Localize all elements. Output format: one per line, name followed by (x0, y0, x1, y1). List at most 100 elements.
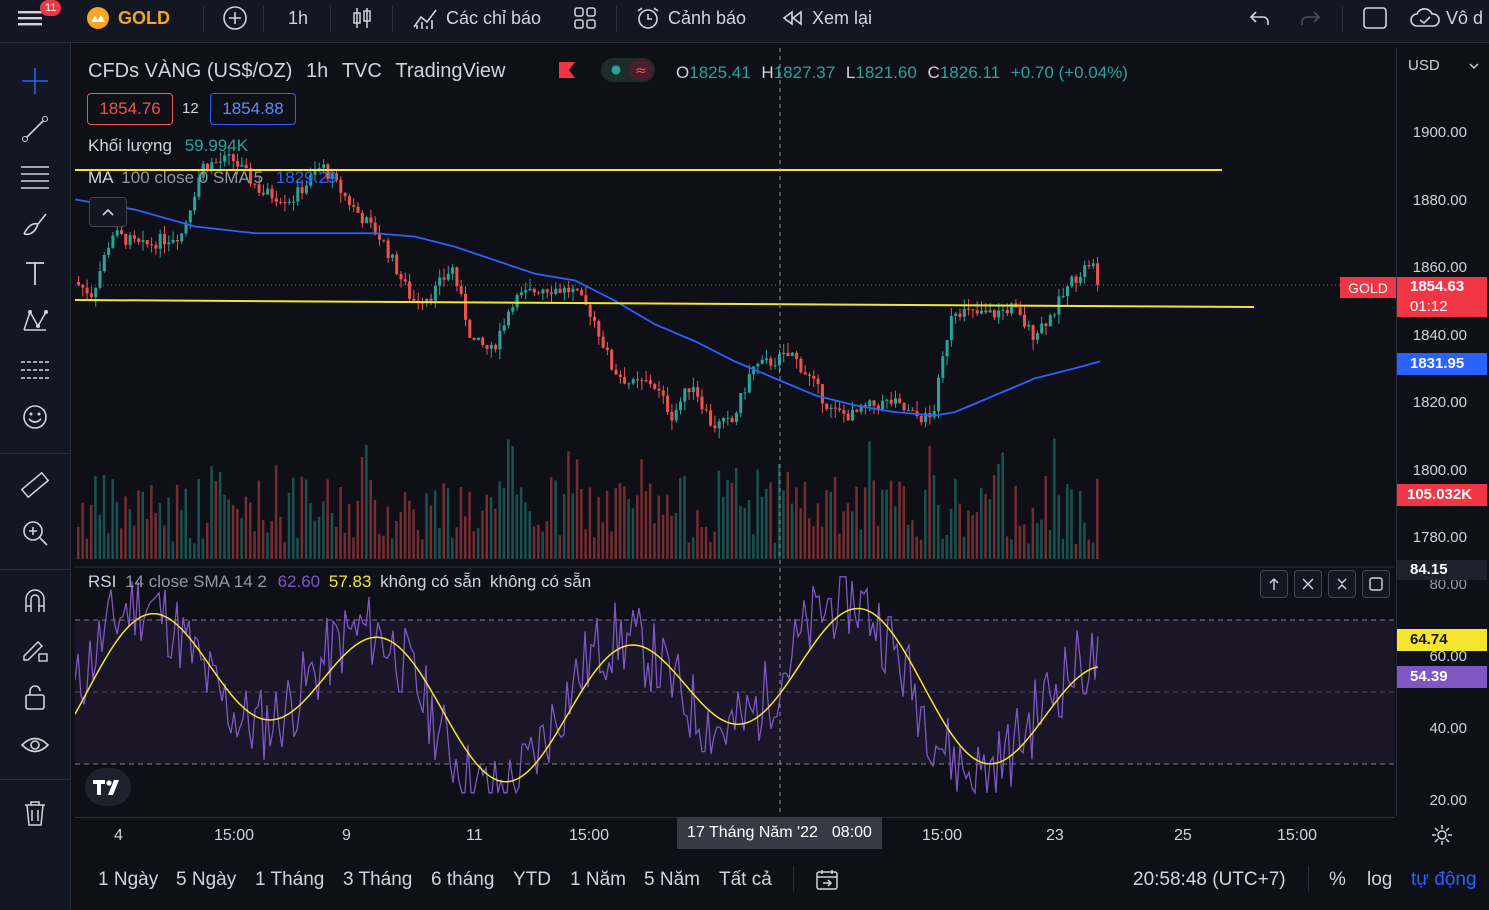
candle-body (335, 173, 338, 180)
volume-bar (326, 479, 329, 559)
range-ytd[interactable]: YTD (513, 869, 551, 890)
candle-body (433, 285, 437, 301)
candle-body (631, 379, 635, 384)
volume-bar (1027, 543, 1030, 559)
compare-button[interactable] (222, 0, 248, 36)
log-toggle[interactable]: log (1367, 869, 1393, 890)
tradingview-logo[interactable] (85, 768, 131, 806)
maximize-pane-button[interactable] (1362, 570, 1390, 598)
layout-button[interactable] (572, 0, 598, 36)
text-tool[interactable] (17, 255, 53, 291)
indicators-button[interactable]: Các chỉ báo (412, 0, 541, 36)
auto-toggle[interactable]: tự động (1411, 869, 1477, 890)
candle-body (812, 375, 816, 379)
range-all[interactable]: Tất cả (719, 869, 772, 890)
ruler-tool[interactable] (17, 467, 53, 503)
volume-bar (657, 495, 660, 559)
range-3m[interactable]: 3 Tháng (343, 869, 413, 890)
range-6m[interactable]: 6 tháng (431, 869, 495, 890)
pattern-icon (23, 310, 48, 331)
chart-pane[interactable] (75, 48, 1395, 816)
settings-button[interactable] (1430, 823, 1454, 852)
fib-tool[interactable] (17, 159, 53, 195)
delete-tool[interactable] (17, 795, 53, 831)
crosshair-date: 17 Tháng Năm '22 (687, 824, 818, 841)
range-1m[interactable]: 1 Tháng (255, 869, 325, 890)
range-1d[interactable]: 1 Ngày (98, 869, 159, 890)
candle-body (799, 358, 803, 373)
volume-bar (218, 471, 222, 559)
volume-bar (967, 510, 970, 559)
candle-body (648, 380, 652, 385)
magnet-tool[interactable] (17, 583, 53, 619)
menu-button[interactable] (16, 0, 44, 36)
volume-bar (373, 499, 377, 559)
volume-bar (743, 507, 746, 559)
range-5d[interactable]: 5 Ngày (176, 869, 237, 890)
range-1y[interactable]: 1 Năm (570, 869, 626, 890)
volume-bar (795, 487, 798, 559)
replay-button[interactable]: Xem lại (780, 0, 872, 36)
candle-body (851, 409, 854, 421)
percent-toggle[interactable]: % (1329, 869, 1346, 890)
volume-bar (184, 488, 187, 559)
arrow-up-icon (1269, 578, 1279, 590)
volume-bar (1018, 525, 1022, 559)
chart-canvas[interactable] (75, 48, 1395, 816)
collapse-pane-button[interactable] (1328, 570, 1356, 598)
flag-icon[interactable] (559, 62, 575, 78)
icon-tool[interactable] (17, 399, 53, 435)
prediction-tool[interactable] (17, 351, 53, 387)
volume-bar (631, 508, 635, 559)
low-value: 1821.60 (855, 63, 917, 82)
volume-legend: Khối lượng 59.994K (88, 136, 248, 156)
volume-bar (1040, 519, 1043, 559)
crosshair-tool[interactable] (17, 63, 53, 99)
candle-body (300, 187, 304, 194)
hide-tool[interactable] (17, 727, 53, 763)
candle-body (322, 164, 326, 169)
zoom-tool[interactable] (17, 515, 53, 551)
undo-button[interactable] (1248, 0, 1272, 36)
candle-body (674, 409, 678, 421)
collapse-legend-button[interactable] (89, 197, 127, 227)
range-5y[interactable]: 5 Năm (644, 869, 700, 890)
currency-label[interactable]: USD (1408, 57, 1440, 74)
interval-button[interactable]: 1h (288, 7, 309, 28)
trendline-tool[interactable] (17, 111, 53, 147)
save-cloud-button[interactable]: Vô d (1408, 0, 1483, 36)
volume-bar (270, 520, 273, 559)
symbol-search[interactable]: GOLD (86, 0, 170, 36)
price-axis[interactable]: USD (1396, 48, 1489, 816)
symbol-label: GOLD (118, 7, 170, 28)
close-pane-button[interactable] (1294, 570, 1322, 598)
stay-drawing-tool[interactable] (17, 631, 53, 667)
sell-button[interactable]: 1854.76 (87, 93, 173, 125)
buy-button[interactable]: 1854.88 (210, 93, 296, 125)
volume-bar (610, 531, 613, 559)
fullscreen-button[interactable] (1362, 0, 1388, 36)
candle-body (1035, 333, 1039, 340)
move-pane-up-button[interactable] (1260, 570, 1288, 598)
clock-label[interactable]: 20:58:48 (UTC+7) (1133, 869, 1286, 890)
candle-body (502, 325, 506, 331)
brush-tool[interactable] (17, 207, 53, 243)
redo-button[interactable] (1298, 0, 1322, 36)
alerts-button[interactable]: Cảnh báo (634, 0, 746, 36)
candle-body (438, 277, 442, 286)
candle-body (107, 247, 111, 255)
candle-body (808, 374, 811, 376)
candle-body (1061, 295, 1065, 297)
chart-type-button[interactable] (350, 0, 374, 36)
candle-body (782, 352, 786, 355)
rsi-label: 40.00 (1429, 720, 1467, 737)
candle-body (889, 399, 893, 404)
candle-body (266, 188, 270, 195)
candle-body (515, 295, 519, 308)
candle-body (154, 245, 158, 249)
lock-tool[interactable] (17, 679, 53, 715)
market-status[interactable]: ≈ (601, 58, 655, 82)
pattern-tool[interactable] (17, 303, 53, 339)
goto-date-button[interactable] (815, 868, 839, 897)
volume-bar (859, 529, 863, 559)
